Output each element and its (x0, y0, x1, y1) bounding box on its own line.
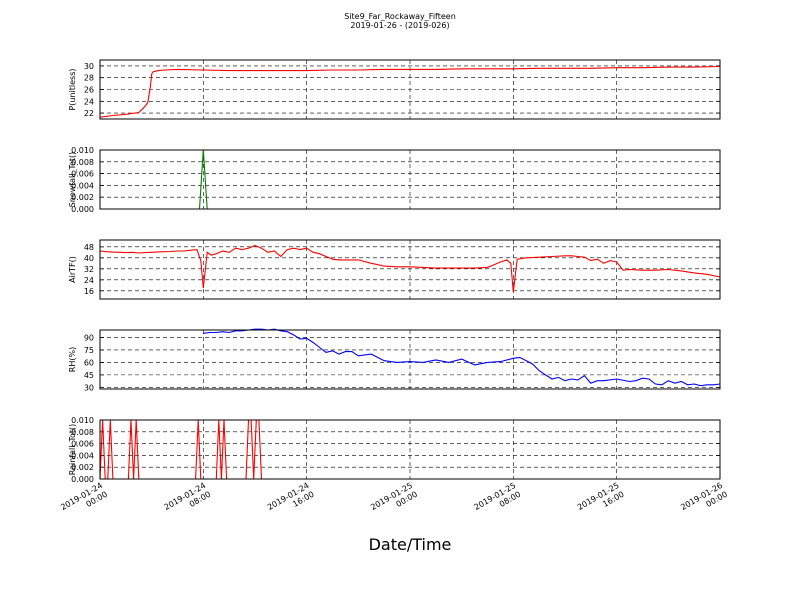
y-tick-label: 24 (84, 97, 94, 106)
y-axis-label: Snowfall_Tot() (68, 152, 77, 208)
y-tick-label: 0.006 (71, 170, 94, 179)
y-tick-label: 0.000 (71, 475, 94, 484)
series-line (203, 328, 721, 387)
x-tick-label: 2019-01-2400:00 (59, 481, 109, 521)
y-tick-label: 30 (84, 383, 94, 392)
y-tick-label: 0.008 (71, 158, 94, 167)
chart-panel-2: 0.000 0.002 0.004 0.006 0.008 0.010Snowfall_T… (68, 146, 721, 214)
plot-frame (99, 419, 721, 480)
y-tick-label: 0.002 (71, 193, 94, 202)
y-tick-label: 22 (84, 109, 94, 118)
plot-frame (99, 59, 721, 120)
x-axis-label: Date/Time (369, 535, 452, 554)
chart-panel-3: 16 24 32 40 48 AirTF() (68, 239, 721, 300)
plot-frame (99, 239, 721, 300)
y-axis-label: RH(%) (68, 347, 77, 372)
y-tick-label: 0.004 (71, 451, 94, 460)
chart-panel-5: 0.000 0.002 0.004 0.006 0.008 0.010Rainfall_T… (68, 416, 721, 484)
y-tick-label: 40 (84, 254, 94, 263)
y-tick-label: 26 (84, 86, 94, 95)
y-tick-label: 0.000 (71, 205, 94, 214)
y-tick-label: 48 (84, 243, 94, 252)
x-tick-label: 2019-01-2600:00 (679, 481, 729, 521)
x-tick-label: 2019-01-2508:00 (473, 481, 523, 521)
y-tick-label: 45 (84, 371, 94, 380)
y-axis-label: AirTF() (68, 256, 77, 283)
y-axis-label: Rainfall_Tot() (68, 424, 77, 476)
y-tick-label: 32 (84, 265, 94, 274)
x-tick-label: 2019-01-2500:00 (369, 481, 419, 521)
chart-subtitle: 2019-01-26 - (2019-026) (350, 21, 450, 30)
plot-frame (99, 149, 721, 210)
y-tick-label: 0.002 (71, 463, 94, 472)
x-tick-label: 2019-01-2408:00 (163, 481, 213, 521)
plot-frame (99, 329, 721, 390)
y-tick-label: 24 (84, 276, 94, 285)
y-tick-label: 0.010 (71, 416, 94, 425)
y-tick-label: 30 (84, 62, 94, 71)
series-line (99, 244, 721, 293)
chart-panel-4: 30 45 60 75 90 RH(%) (68, 328, 721, 392)
y-tick-label: 0.006 (71, 440, 94, 449)
y-tick-label: 28 (84, 74, 94, 83)
x-tick-label: 2019-01-2516:00 (576, 481, 626, 521)
y-axis-label: P(unitless) (68, 68, 77, 110)
y-tick-label: 60 (84, 358, 94, 367)
x-tick-label: 2019-01-2416:00 (266, 481, 316, 521)
series-line (99, 65, 721, 118)
y-tick-label: 0.004 (71, 181, 94, 190)
chart-panel-1: 22 24 26 28 30 P(unitless) (68, 59, 721, 120)
chart-title: Site9_Far_Rockaway_Fifteen (344, 12, 456, 21)
y-tick-label: 0.008 (71, 428, 94, 437)
y-tick-label: 75 (84, 346, 94, 355)
y-tick-label: 0.010 (71, 146, 94, 155)
y-tick-label: 16 (84, 287, 94, 296)
y-tick-label: 90 (84, 333, 94, 342)
